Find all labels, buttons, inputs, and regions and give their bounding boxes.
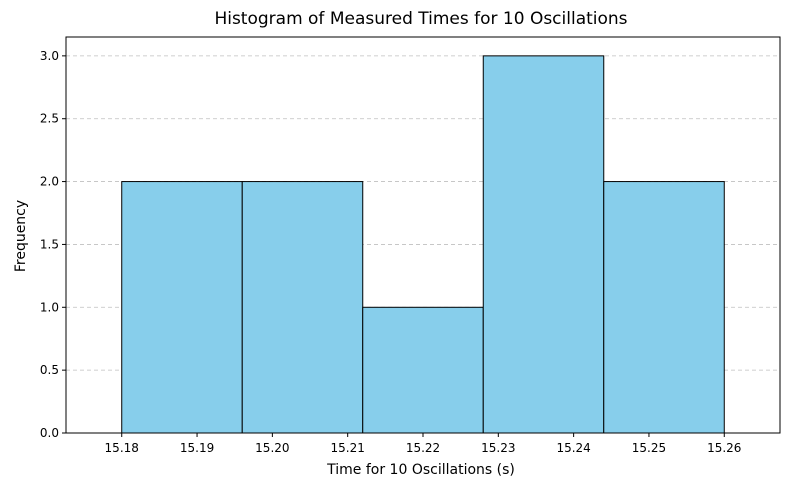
y-axis-ticks: 0.0 0.5 1.0 1.5 2.0 2.5 3.0 — [40, 49, 66, 440]
x-tick-label: 15.19 — [180, 441, 214, 455]
x-tick-label: 15.18 — [105, 441, 139, 455]
chart-title: Histogram of Measured Times for 10 Oscil… — [214, 9, 627, 29]
x-tick-label: 15.26 — [707, 441, 741, 455]
histogram-bar — [482, 55, 605, 434]
x-tick-label: 15.23 — [481, 441, 515, 455]
histogram-bar — [241, 181, 364, 434]
y-tick-label: 0.5 — [40, 363, 59, 377]
y-tick-label: 2.0 — [40, 175, 59, 189]
x-tick-label: 15.25 — [632, 441, 666, 455]
y-axis-label: Frequency — [13, 200, 29, 272]
y-tick-label: 2.5 — [40, 112, 59, 126]
x-tick-label: 15.22 — [406, 441, 440, 455]
histogram-bar — [362, 306, 484, 434]
y-tick-label: 1.0 — [40, 300, 59, 314]
histogram-bar — [121, 181, 243, 434]
x-tick-label: 15.21 — [331, 441, 365, 455]
x-tick-label: 15.20 — [255, 441, 289, 455]
y-tick-label: 3.0 — [40, 49, 59, 63]
x-axis-ticks: 15.18 15.19 15.20 15.21 15.22 15.23 15.24 15.25… — [105, 433, 741, 455]
x-tick-label: 15.24 — [556, 441, 590, 455]
y-tick-label: 1.5 — [40, 237, 59, 251]
histogram-bar — [603, 181, 725, 434]
histogram-bars — [121, 55, 725, 434]
y-tick-label: 0.0 — [40, 426, 59, 440]
x-axis-label: Time for 10 Oscillations (s) — [326, 462, 515, 478]
